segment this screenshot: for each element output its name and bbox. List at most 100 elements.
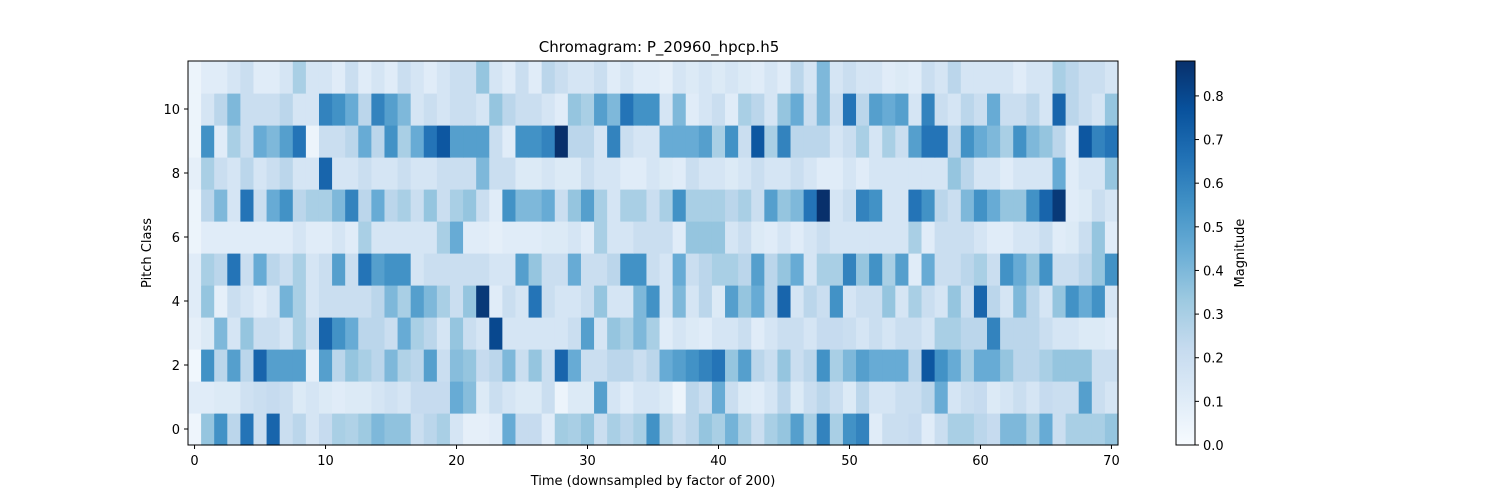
heatmap-cell: [1065, 61, 1080, 94]
heatmap-cell: [646, 253, 661, 286]
heatmap-cell: [502, 61, 517, 94]
heatmap-cell: [266, 61, 281, 94]
x-tick-label: 70: [1103, 454, 1120, 469]
colorbar-tick-label: 0.1: [1203, 395, 1224, 410]
heatmap-cell: [869, 253, 883, 286]
heatmap-cell: [476, 93, 490, 126]
heatmap-cell: [895, 61, 910, 94]
heatmap-cell: [751, 381, 765, 414]
heatmap-cell: [240, 189, 255, 222]
heatmap-cell: [842, 189, 857, 222]
heatmap-cell: [829, 413, 844, 446]
heatmap-cell: [895, 221, 910, 254]
y-axis-label: Pitch Class: [140, 218, 155, 288]
heatmap-cell: [227, 125, 241, 158]
heatmap-cell: [1052, 125, 1067, 158]
heatmap-cell: [646, 189, 661, 222]
heatmap-cell: [1013, 317, 1027, 350]
heatmap-cell: [489, 189, 503, 222]
heatmap-cell: [816, 349, 831, 382]
heatmap-cell: [1026, 157, 1041, 190]
heatmap-cell: [1065, 317, 1080, 350]
heatmap-cell: [842, 253, 857, 286]
heatmap-cell: [554, 253, 569, 286]
heatmap-cell: [449, 189, 464, 222]
heatmap-cell: [384, 349, 399, 382]
heatmap-cell: [987, 221, 1001, 254]
heatmap-cell: [397, 61, 412, 94]
heatmap-cell: [803, 189, 818, 222]
heatmap-cell: [318, 413, 333, 446]
heatmap-cell: [214, 125, 228, 158]
heatmap-cell: [777, 317, 792, 350]
heatmap-cell: [554, 413, 569, 446]
heatmap-cell: [934, 61, 949, 94]
heatmap-cell: [489, 349, 503, 382]
heatmap-cell: [1026, 61, 1041, 94]
heatmap-cell: [279, 253, 294, 286]
heatmap-cell: [214, 413, 228, 446]
heatmap-cell: [790, 253, 805, 286]
heatmap-cell: [1039, 349, 1054, 382]
heatmap-cell: [345, 285, 359, 318]
heatmap-cell: [292, 221, 307, 254]
heatmap-cell: [318, 381, 333, 414]
heatmap-cell: [266, 189, 281, 222]
heatmap-cell: [253, 157, 268, 190]
heatmap-cell: [476, 317, 490, 350]
heatmap-cell: [764, 253, 779, 286]
heatmap-cell: [921, 93, 936, 126]
heatmap-cell: [1052, 349, 1067, 382]
heatmap-cell: [803, 285, 818, 318]
x-tick-label: 50: [841, 454, 858, 469]
heatmap-cell: [777, 285, 792, 318]
heatmap-cell: [253, 93, 268, 126]
heatmap-cell: [1013, 253, 1027, 286]
heatmap-cell: [842, 413, 857, 446]
heatmap-cell: [1091, 93, 1106, 126]
heatmap-cell: [1013, 349, 1027, 382]
heatmap-cell: [423, 349, 438, 382]
heatmap-cell: [698, 381, 713, 414]
heatmap-cell: [738, 157, 752, 190]
heatmap-cell: [1026, 349, 1041, 382]
heatmap-cell: [672, 317, 687, 350]
heatmap-cell: [882, 221, 896, 254]
y-tick-label: 8: [172, 167, 180, 182]
heatmap-cell: [738, 221, 752, 254]
heatmap-cell: [947, 285, 962, 318]
heatmap-cell: [1104, 349, 1119, 382]
heatmap-cell: [764, 125, 779, 158]
heatmap-cell: [1052, 157, 1067, 190]
heatmap-cell: [515, 189, 530, 222]
heatmap-cell: [725, 317, 739, 350]
heatmap-cell: [345, 413, 359, 446]
heatmap-cell: [541, 317, 556, 350]
heatmap-cell: [607, 157, 621, 190]
heatmap-cell: [476, 157, 490, 190]
heatmap-cell: [908, 125, 923, 158]
heatmap-cell: [1104, 93, 1119, 126]
heatmap-cell: [1026, 189, 1041, 222]
heatmap-cell: [816, 285, 831, 318]
heatmap-cell: [318, 253, 333, 286]
heatmap-cell: [685, 285, 700, 318]
heatmap-cell: [685, 349, 700, 382]
heatmap-cell: [410, 413, 425, 446]
heatmap-cell: [1000, 285, 1014, 318]
heatmap-cell: [1065, 125, 1080, 158]
heatmap-cell: [960, 221, 975, 254]
heatmap-cell: [1000, 125, 1014, 158]
heatmap-cell: [987, 253, 1001, 286]
heatmap-cell: [384, 157, 399, 190]
colorbar-tick-label: 0.8: [1203, 90, 1224, 105]
heatmap-cell: [384, 285, 399, 318]
heatmap-cell: [685, 381, 700, 414]
heatmap-cell: [318, 157, 333, 190]
heatmap-cell: [476, 413, 490, 446]
heatmap-cell: [266, 413, 281, 446]
heatmap-cell: [698, 285, 713, 318]
heatmap-cell: [973, 381, 988, 414]
heatmap-cell: [842, 349, 857, 382]
heatmap-cell: [345, 381, 359, 414]
